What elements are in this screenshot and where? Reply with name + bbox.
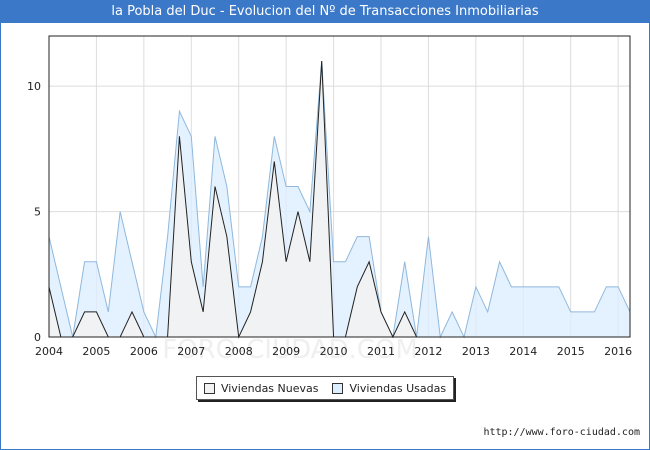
watermark: FORO-CIUDAD.COM (162, 335, 418, 365)
legend-label-nuevas: Viviendas Nuevas (220, 381, 319, 395)
x-tick-label-9: 2013 (462, 345, 490, 358)
y-tick-label-0: 0 (34, 331, 41, 344)
x-tick-label-2: 2006 (130, 345, 158, 358)
x-tick-label-5: 2009 (272, 345, 300, 358)
y-tick-label-2: 10 (27, 80, 41, 93)
x-tick-label-6: 2010 (320, 345, 348, 358)
x-tick-label-12: 2016 (604, 345, 632, 358)
y-tick-label-1: 5 (34, 206, 41, 219)
series-usadas-area (49, 61, 630, 337)
x-tick-label-1: 2005 (82, 345, 110, 358)
x-tick-label-8: 2012 (414, 345, 442, 358)
x-tick-label-3: 2007 (177, 345, 205, 358)
legend: Viviendas Nuevas Viviendas Usadas (196, 376, 454, 400)
x-tick-label-7: 2011 (367, 345, 395, 358)
x-tick-label-0: 2004 (35, 345, 63, 358)
series-layer (48, 61, 631, 339)
plot-border (48, 35, 631, 338)
legend-swatch-nuevas (203, 382, 215, 394)
x-tick-label-10: 2014 (509, 345, 537, 358)
legend-item-usadas: Viviendas Usadas (332, 382, 446, 395)
axis-labels: 0 5 10 2004 2005 2006 2007 2008 2009 2010 2011 2012… (27, 80, 632, 358)
x-tick-label-11: 2015 (557, 345, 585, 358)
legend-swatch-usadas (332, 382, 344, 394)
x-tick-label-4: 2008 (225, 345, 253, 358)
legend-item-nuevas: Viviendas Nuevas (203, 381, 319, 395)
source-url: http://www.foro-ciudad.com (483, 427, 640, 438)
legend-label-usadas: Viviendas Usadas (349, 381, 447, 395)
series-usadas-line (48, 61, 631, 339)
chart-title: la Pobla del Duc - Evolucion del Nº de T… (0, 0, 650, 23)
